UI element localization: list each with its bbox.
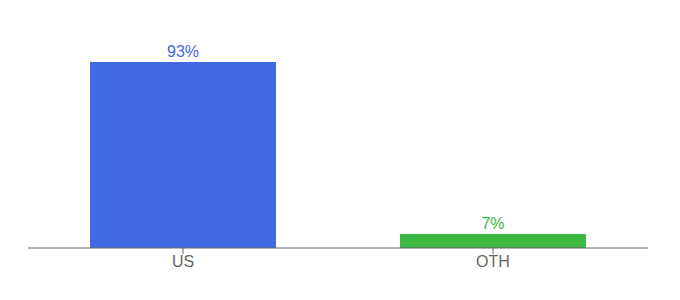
svg-text:OTH: OTH [476,253,510,270]
svg-text:7%: 7% [481,215,504,232]
svg-text:US: US [172,253,194,270]
svg-text:93%: 93% [167,43,199,60]
